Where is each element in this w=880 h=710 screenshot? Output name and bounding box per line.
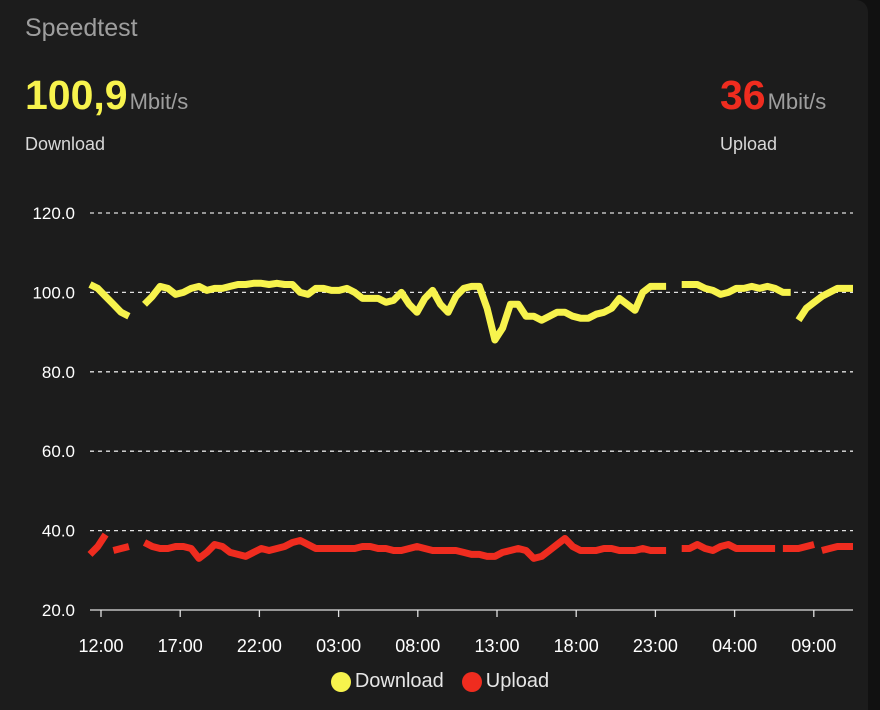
series-line-download [142,279,667,344]
download-label: Download [25,134,106,154]
chart-legend: Download Upload [0,670,880,693]
legend-item-upload[interactable]: Upload [461,670,550,693]
series-line-upload [87,532,109,557]
series-line-upload [681,541,776,554]
download-unit: Mbit/s [129,89,189,114]
card-title: Speedtest [25,14,138,42]
series-line-download [681,281,791,298]
x-tick-label: 18:00 [554,636,599,656]
legend-label-download: Download [354,670,444,692]
upload-unit: Mbit/s [767,89,827,114]
y-tick-label: 120.0 [32,204,75,223]
legend-item-download[interactable]: Download [330,670,444,693]
y-tick-label: 20.0 [42,601,75,620]
series-line-download [88,281,131,320]
download-stat[interactable]: 100,9Mbit/s Download [25,72,189,154]
x-tick-label: 13:00 [474,636,519,656]
x-tick-label: 23:00 [633,636,678,656]
y-tick-label: 40.0 [42,522,75,541]
series-line-upload [782,541,815,552]
x-tick-label: 22:00 [237,636,282,656]
series-line-upload [821,543,853,554]
y-tick-label: 60.0 [42,442,75,461]
y-tick-label: 80.0 [42,363,75,382]
download-value: 100,9 [25,72,128,118]
series-line-download [795,284,853,323]
upload-value: 36 [720,72,766,118]
x-tick-label: 04:00 [712,636,757,656]
x-tick-label: 09:00 [791,636,836,656]
legend-label-upload: Upload [485,670,550,692]
upload-swatch [461,671,482,692]
y-tick-label: 100.0 [32,283,75,302]
series-line-upload [112,543,130,554]
x-tick-label: 17:00 [158,636,203,656]
series-line-upload [142,535,667,562]
download-swatch [330,671,351,692]
x-tick-label: 12:00 [78,636,123,656]
upload-stat[interactable]: 36Mbit/s Upload [720,72,827,154]
upload-label: Upload [720,134,778,154]
x-tick-label: 03:00 [316,636,361,656]
x-tick-label: 08:00 [395,636,440,656]
